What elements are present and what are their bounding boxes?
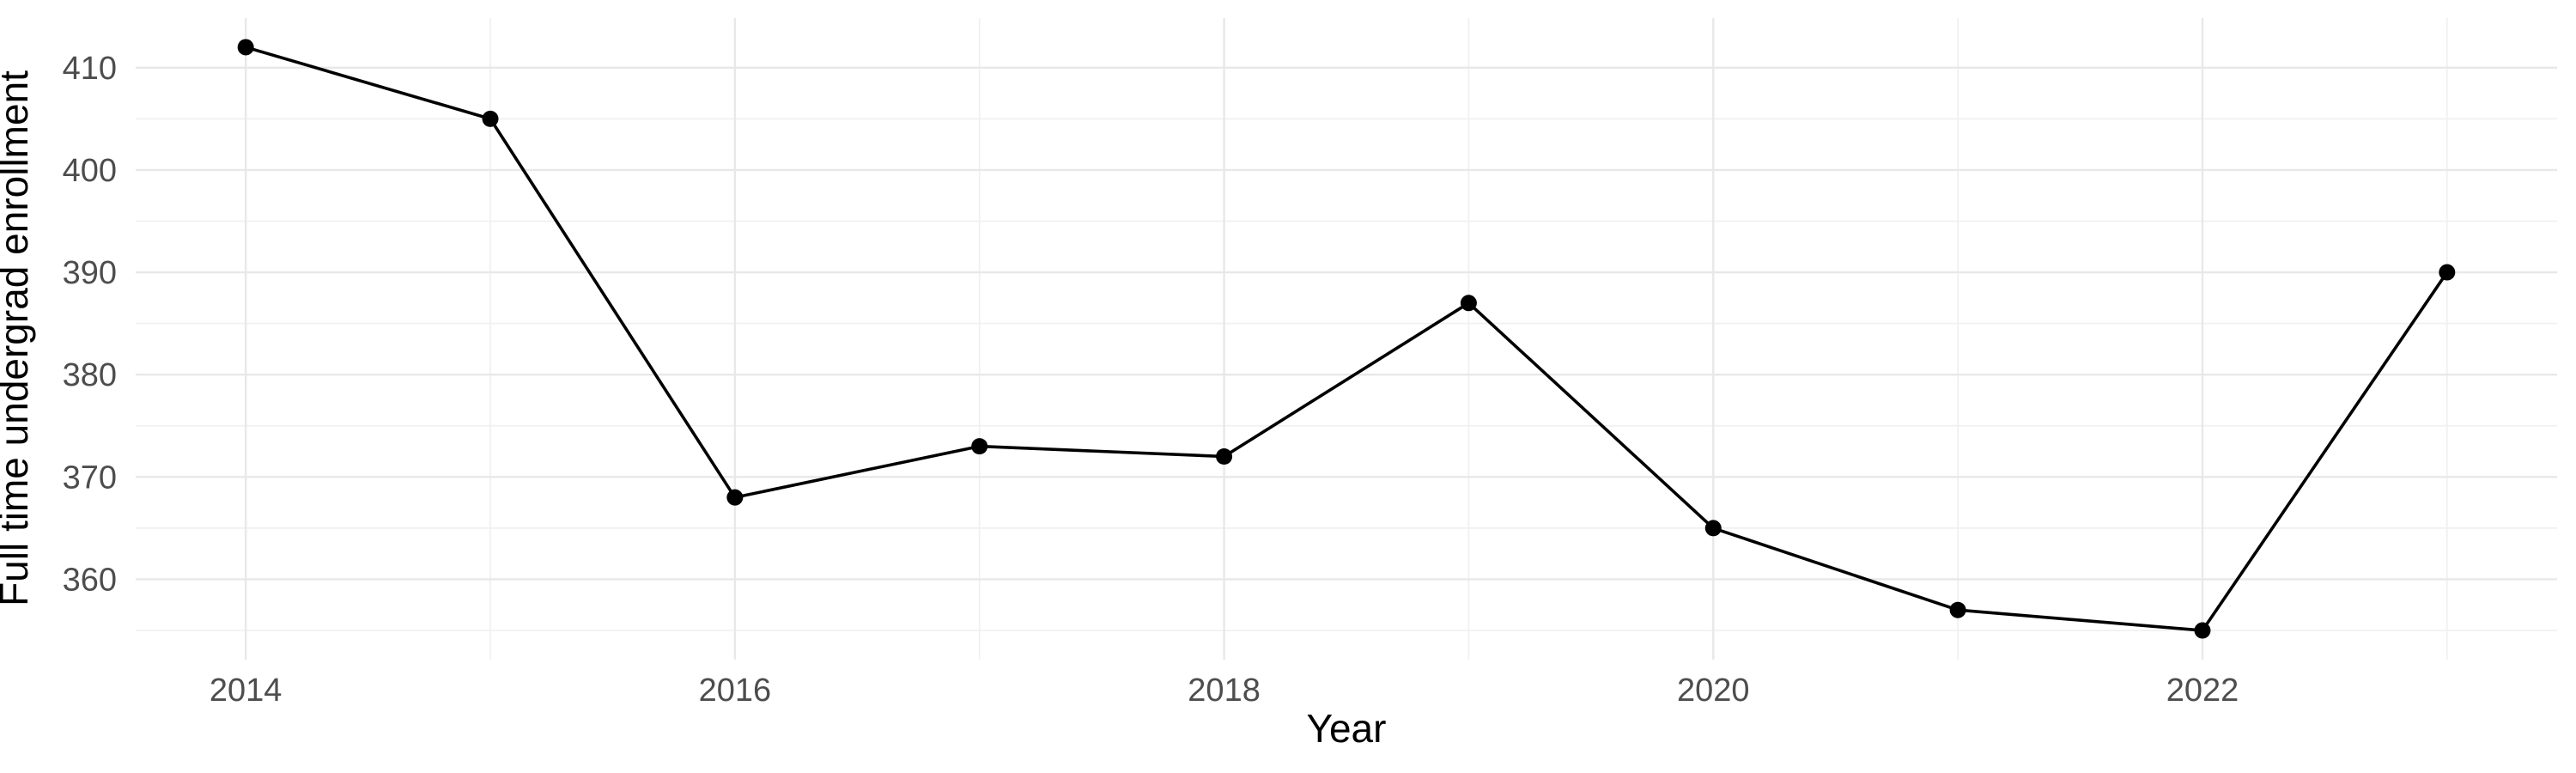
y-tick-label: 410 bbox=[63, 51, 117, 87]
x-tick-label: 2014 bbox=[210, 673, 283, 709]
data-point bbox=[1460, 295, 1477, 312]
enrollment-line bbox=[245, 46, 2449, 632]
data-point bbox=[2439, 264, 2456, 281]
y-axis-title: Full time undergrad enrollment bbox=[0, 70, 36, 606]
x-tick-label: 2016 bbox=[699, 673, 772, 709]
data-point bbox=[482, 110, 499, 127]
data-point bbox=[1216, 448, 1233, 466]
y-tick-label: 390 bbox=[63, 255, 117, 291]
x-tick-label: 2020 bbox=[1677, 673, 1750, 709]
y-tick-label: 360 bbox=[63, 562, 117, 598]
x-tick-label: 2022 bbox=[2166, 673, 2239, 709]
y-tick-label: 370 bbox=[63, 460, 117, 496]
data-point bbox=[2194, 622, 2211, 639]
gridlines-minor bbox=[136, 18, 2557, 660]
y-tick-label: 380 bbox=[63, 357, 117, 393]
x-axis-tick-labels: 2014 2016 2018 2020 2022 bbox=[210, 673, 2239, 709]
data-point bbox=[726, 489, 744, 506]
data-point bbox=[971, 438, 988, 455]
data-point bbox=[237, 39, 254, 56]
gridlines-major bbox=[136, 18, 2557, 660]
x-tick-label: 2018 bbox=[1188, 673, 1261, 709]
x-axis-title: Year bbox=[1307, 706, 1387, 751]
series-line bbox=[245, 46, 2449, 632]
y-axis-tick-labels: 360 370 380 390 400 410 bbox=[63, 51, 117, 599]
data-point bbox=[1949, 601, 1966, 618]
y-tick-label: 400 bbox=[63, 153, 117, 189]
data-points bbox=[237, 39, 2456, 639]
data-point bbox=[1704, 520, 1722, 537]
